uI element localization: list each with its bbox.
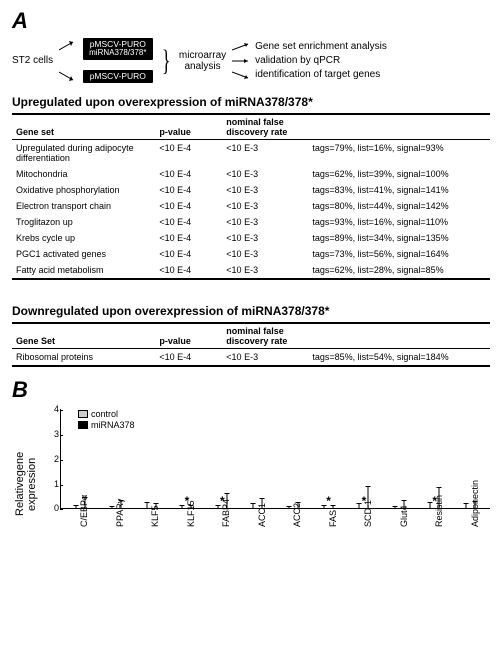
table-row: Mitochondria<10 E-4<10 E-3tags=62%, list… xyxy=(12,166,490,182)
split-arrows xyxy=(59,40,77,82)
y-tick: 4 xyxy=(54,404,59,414)
arrow-icon xyxy=(232,57,252,65)
table-cell: <10 E-3 xyxy=(222,214,308,230)
table-row: Fatty acid metabolism<10 E-4<10 E-3tags=… xyxy=(12,262,490,279)
table-cell: tags=62%, list=28%, signal=85% xyxy=(308,262,490,279)
table-cell: tags=80%, list=44%, signal=142% xyxy=(308,198,490,214)
table-cell: <10 E-4 xyxy=(155,166,222,182)
table-cell: Electron transport chain xyxy=(12,198,155,214)
table-cell: <10 E-4 xyxy=(155,349,222,367)
y-ticks: 01234 xyxy=(43,409,59,508)
table-cell: Mitochondria xyxy=(12,166,155,182)
significance-star: * xyxy=(326,494,331,508)
table-cell: <10 E-4 xyxy=(155,140,222,167)
y-axis-label: Relativegene expression xyxy=(12,409,38,559)
th-tags xyxy=(308,323,490,349)
output-text: Gene set enrichment analysis xyxy=(255,41,387,52)
table-cell: Krebs cycle up xyxy=(12,230,155,246)
table-row: Ribosomal proteins<10 E-4<10 E-3tags=85%… xyxy=(12,349,490,367)
vector-box: pMSCV-PURO xyxy=(83,70,152,83)
x-labels: C/EBPαPPARγKLF5KLF15FABP4ACC1ACC2FASSCD-… xyxy=(60,509,490,559)
vector-box: pMSCV-PURO miRNA378/378* xyxy=(83,38,152,60)
brace-icon: } xyxy=(161,50,170,71)
th-fdr: nominal false discovery rate xyxy=(222,114,308,140)
y-tick: 0 xyxy=(54,503,59,513)
vector-line2: miRNA378/378* xyxy=(89,49,146,58)
bars-container: ***** xyxy=(61,409,490,508)
arrow-icon xyxy=(232,70,252,80)
arrow-icon xyxy=(232,42,252,52)
table-cell: <10 E-3 xyxy=(222,230,308,246)
table-cell: PGC1 activated genes xyxy=(12,246,155,262)
table-cell: <10 E-3 xyxy=(222,182,308,198)
table-cell: Upregulated during adipocyte differentia… xyxy=(12,140,155,167)
table-cell: tags=89%, list=34%, signal=135% xyxy=(308,230,490,246)
table-row: PGC1 activated genes<10 E-4<10 E-3tags=7… xyxy=(12,246,490,262)
table-down-title: Downregulated upon overexpression of miR… xyxy=(12,304,490,318)
panel-a-label: A xyxy=(12,8,490,34)
table-cell: <10 E-4 xyxy=(155,182,222,198)
th-pvalue: p-value xyxy=(155,114,222,140)
table-cell: Fatty acid metabolism xyxy=(12,262,155,279)
y-tick: 1 xyxy=(54,479,59,489)
arrow-icon xyxy=(59,70,77,82)
table-up-title: Upregulated upon overexpression of miRNA… xyxy=(12,95,490,109)
table-cell: tags=62%, list=39%, signal=100% xyxy=(308,166,490,182)
figure: A ST2 cells pMSCV-PURO miRNA378/378* pMS… xyxy=(0,0,502,571)
panel-b-label: B xyxy=(12,377,490,403)
table-cell: tags=85%, list=54%, signal=184% xyxy=(308,349,490,367)
table-upregulated: Gene set p-value nominal false discovery… xyxy=(12,113,490,280)
table-row: Electron transport chain<10 E-4<10 E-3ta… xyxy=(12,198,490,214)
microarray-label: microarray analysis xyxy=(179,50,226,72)
table-cell: <10 E-4 xyxy=(155,246,222,262)
table-cell: Troglitazon up xyxy=(12,214,155,230)
table-cell: <10 E-4 xyxy=(155,214,222,230)
flowchart: ST2 cells pMSCV-PURO miRNA378/378* pMSCV… xyxy=(12,38,490,83)
table-row: Upregulated during adipocyte differentia… xyxy=(12,140,490,167)
output-text: validation by qPCR xyxy=(255,55,340,66)
table-cell: <10 E-4 xyxy=(155,262,222,279)
th-fdr: nominal false discovery rate xyxy=(222,323,308,349)
vector-line1: pMSCV-PURO xyxy=(89,72,146,81)
table-cell: <10 E-3 xyxy=(222,262,308,279)
y-tick: 3 xyxy=(54,429,59,439)
table-cell: <10 E-4 xyxy=(155,198,222,214)
table-row: Oxidative phosphorylation<10 E-4<10 E-3t… xyxy=(12,182,490,198)
table-cell: Ribosomal proteins xyxy=(12,349,155,367)
cells-label: ST2 cells xyxy=(12,55,53,66)
outputs: Gene set enrichment analysis validation … xyxy=(232,41,387,80)
table-cell: Oxidative phosphorylation xyxy=(12,182,155,198)
table-cell: <10 E-3 xyxy=(222,349,308,367)
table-cell: <10 E-4 xyxy=(155,230,222,246)
table-row: Troglitazon up<10 E-4<10 E-3tags=93%, li… xyxy=(12,214,490,230)
y-tick: 2 xyxy=(54,454,59,464)
th-gene: Gene Set xyxy=(12,323,155,349)
table-cell: <10 E-3 xyxy=(222,166,308,182)
x-label: Adiponectin xyxy=(470,518,502,527)
table-cell: <10 E-3 xyxy=(222,198,308,214)
table-cell: <10 E-3 xyxy=(222,246,308,262)
table-downregulated: Gene Set p-value nominal false discovery… xyxy=(12,322,490,367)
table-row: Krebs cycle up<10 E-4<10 E-3tags=89%, li… xyxy=(12,230,490,246)
table-cell: tags=79%, list=16%, signal=93% xyxy=(308,140,490,167)
bar-chart: Relativegene expression control miRNA378… xyxy=(12,409,490,559)
vectors: pMSCV-PURO miRNA378/378* pMSCV-PURO xyxy=(83,38,152,83)
table-cell: tags=83%, list=41%, signal=141% xyxy=(308,182,490,198)
arrow-icon xyxy=(59,40,77,52)
th-gene: Gene set xyxy=(12,114,155,140)
output-text: identification of target genes xyxy=(255,69,380,80)
table-cell: tags=93%, list=16%, signal=110% xyxy=(308,214,490,230)
plot-area: 01234 ***** xyxy=(60,409,490,509)
th-tags xyxy=(308,114,490,140)
th-pvalue: p-value xyxy=(155,323,222,349)
table-cell: <10 E-3 xyxy=(222,140,308,167)
table-cell: tags=73%, list=56%, signal=164% xyxy=(308,246,490,262)
